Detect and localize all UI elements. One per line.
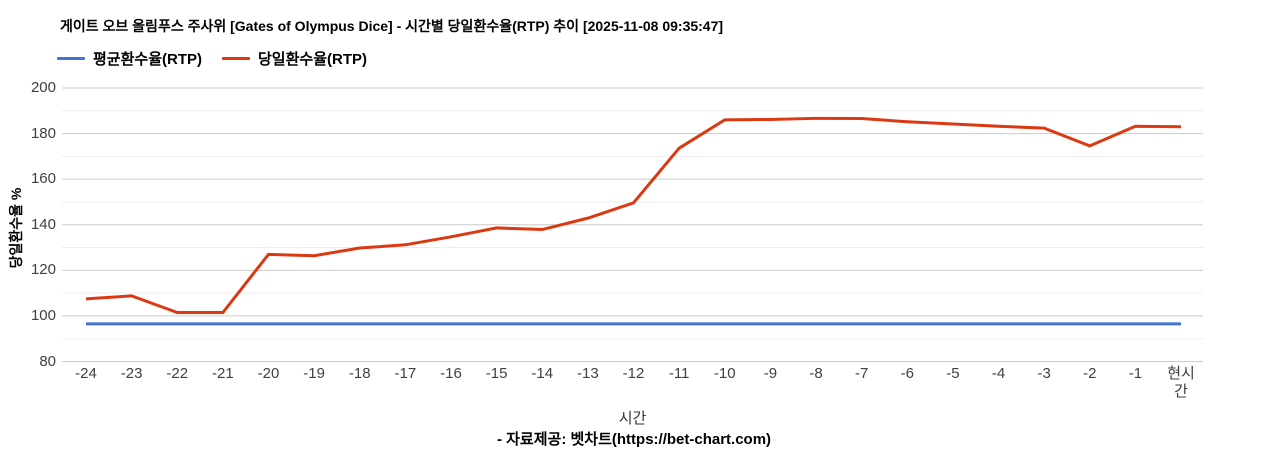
x-tick-label: -22 xyxy=(166,365,189,382)
x-axis-title: 시간 xyxy=(618,410,647,427)
x-tick-label: -7 xyxy=(854,365,869,382)
x-tick-label: -21 xyxy=(212,365,234,382)
y-tick-label: 140 xyxy=(30,215,56,233)
y-tick-label: 200 xyxy=(30,79,56,96)
average-rtp-line-swatch xyxy=(57,57,85,60)
x-tick-label: -4 xyxy=(991,365,1006,382)
x-tick-label: -23 xyxy=(120,365,143,382)
daily-rtp-legend-label: 당일환수율(RTP) xyxy=(258,51,367,68)
x-tick-label: -12 xyxy=(622,365,645,382)
y-tick-label: 100 xyxy=(30,306,56,324)
x-tick-label: -6 xyxy=(900,365,914,382)
x-tick-label: -16 xyxy=(440,365,462,382)
x-tick-label: -8 xyxy=(809,365,823,382)
x-tick-label: -10 xyxy=(713,365,736,382)
x-tick-label: -9 xyxy=(763,365,778,382)
x-tick-label: -3 xyxy=(1037,365,1051,382)
chart-title: 게이트 오브 올림푸스 주사위 [Gates of Olympus Dice] … xyxy=(60,18,724,34)
daily-rtp-line-swatch xyxy=(222,57,250,60)
x-tick-label: -2 xyxy=(1083,365,1097,382)
x-tick-label: -17 xyxy=(394,365,417,382)
x-tick-label: -15 xyxy=(485,365,508,382)
y-tick-label: 120 xyxy=(30,261,56,279)
y-tick-label: 160 xyxy=(30,170,56,188)
x-tick-label: -5 xyxy=(946,365,960,382)
daily-rtp-line xyxy=(85,116,1182,314)
data-source-credit: - 자료제공: 벳차트(https://bet-chart.com) xyxy=(496,431,772,448)
x-tick-label: -14 xyxy=(531,365,554,382)
x-tick-label: -1 xyxy=(1128,365,1143,382)
x-tick-label: -18 xyxy=(348,365,371,382)
legend: 평균환수율(RTP) 당일환수율(RTP) xyxy=(57,48,367,69)
x-tick-label: -11 xyxy=(668,365,690,382)
x-tick-label: 현시간 xyxy=(1167,365,1195,400)
legend-item-average-rtp: 평균환수율(RTP) xyxy=(57,48,202,69)
x-tick-label: -20 xyxy=(257,365,280,382)
legend-item-daily-rtp: 당일환수율(RTP) xyxy=(222,48,367,69)
y-tick-label: 80 xyxy=(39,352,56,370)
x-tick-label: -19 xyxy=(303,365,325,382)
y-tick-label: 180 xyxy=(30,124,56,142)
average-rtp-legend-label: 평균환수율(RTP) xyxy=(93,51,202,68)
x-tick-label: -24 xyxy=(75,365,97,382)
x-tick-label: -13 xyxy=(577,365,599,382)
